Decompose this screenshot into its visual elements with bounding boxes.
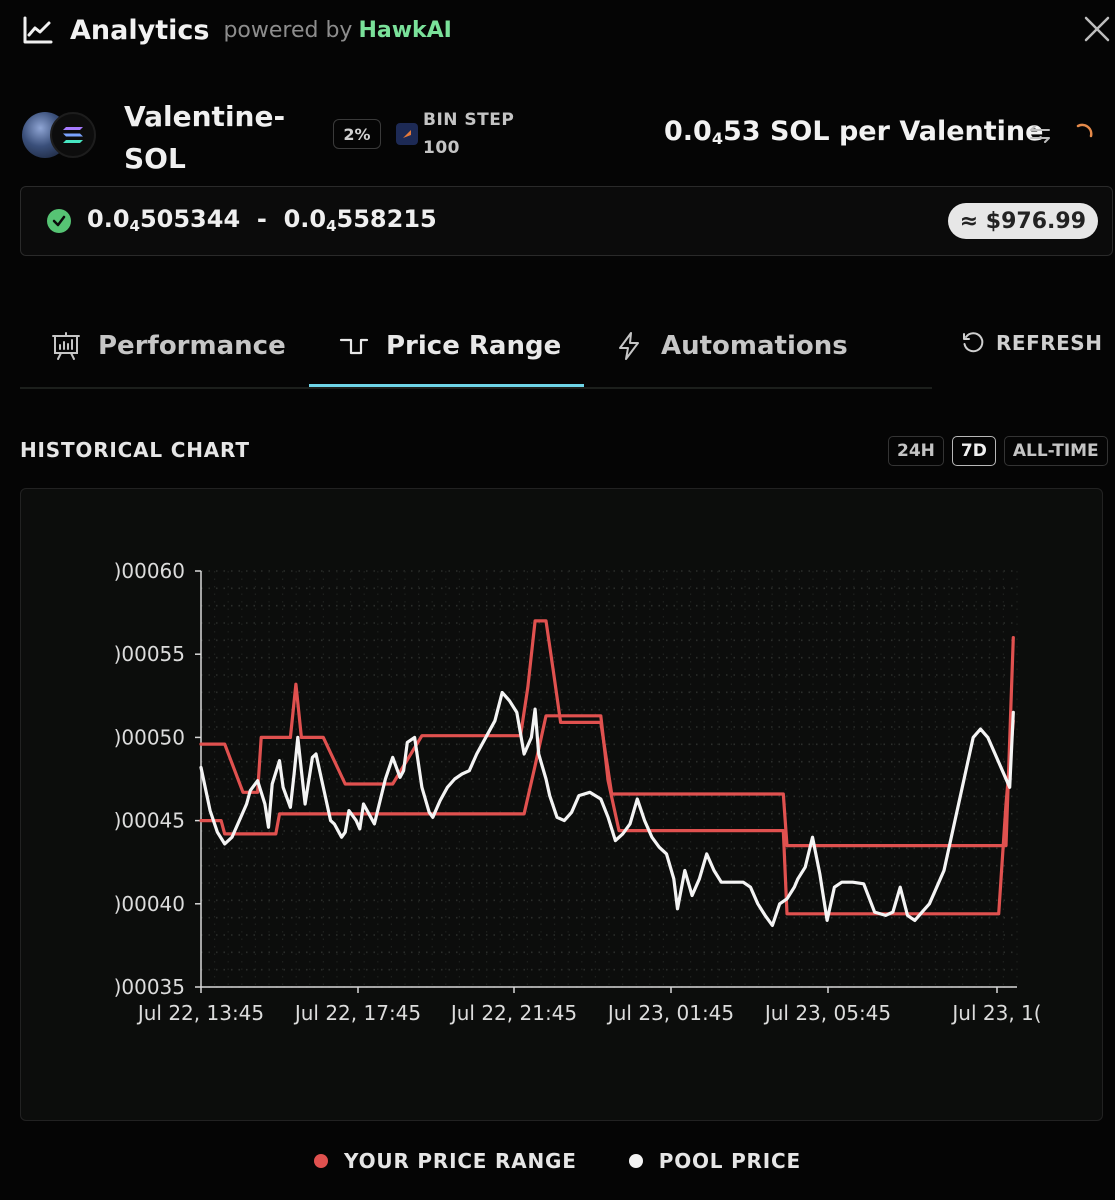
x-tick-label: Jul 22, 13:45 — [136, 1001, 264, 1025]
brand-name: HawkAI — [358, 17, 452, 43]
legend-pool-price[interactable]: POOL PRICE — [628, 1146, 801, 1176]
step-wave-icon — [339, 338, 369, 355]
current-price: 0.0453 SOL per Valentine — [664, 116, 1043, 148]
legend-range-dot — [314, 1154, 329, 1168]
price-main: 0.0 — [664, 116, 712, 147]
tab-performance-label: Performance — [98, 331, 286, 361]
range-values: 0.04505344 - 0.04558215 — [87, 205, 437, 235]
refresh-label: REFRESH — [996, 331, 1103, 355]
fee-badge: 2% — [333, 119, 381, 149]
y-tick-label: )00035 — [114, 975, 185, 999]
y-tick-label: )00060 — [114, 559, 185, 583]
chart-series — [199, 619, 1015, 927]
position-range: 0.04505344 - 0.04558215 ≈ $976.99 — [20, 186, 1113, 256]
range-high-rest: 558215 — [336, 205, 437, 233]
tab-automations-label: Automations — [661, 331, 848, 361]
y-tick-label: )00045 — [114, 809, 185, 833]
pool-price-line — [199, 690, 1015, 927]
tab-divider — [20, 387, 932, 389]
bin-step: BIN STEP 100 — [423, 106, 514, 162]
range-high-main: 0.0 — [283, 205, 327, 233]
swap-arrows-icon[interactable] — [1028, 122, 1052, 146]
in-range-check-icon — [47, 209, 71, 233]
x-tick-label: Jul 22, 21:45 — [449, 1001, 577, 1025]
range-low-main: 0.0 — [87, 205, 130, 233]
chart-legend: YOUR PRICE RANGE POOL PRICE — [0, 1146, 1115, 1176]
range-low-rest: 505344 — [139, 205, 241, 233]
historical-chart-title: HISTORICAL CHART — [20, 438, 250, 462]
price-zero-count: 4 — [711, 129, 723, 148]
presentation-chart-icon — [52, 332, 80, 360]
x-tick-label: Jul 23, 01:45 — [606, 1001, 734, 1025]
price-rest: 53 SOL per Valentine — [722, 116, 1044, 147]
loading-spinner-icon — [1076, 123, 1093, 138]
y-tick-label: )00050 — [114, 725, 185, 749]
period-selector: 24H 7D ALL-TIME — [888, 436, 1108, 466]
usd-value-badge: ≈ $976.99 — [947, 203, 1098, 239]
refresh-icon — [963, 332, 984, 353]
solana-icon — [63, 127, 83, 143]
range-high-zero-count: 4 — [326, 217, 337, 235]
bin-step-value: 100 — [423, 138, 460, 158]
x-tick-label: Jul 23, 1( — [950, 1001, 1041, 1025]
y-tick-label: )00040 — [114, 892, 185, 916]
y-axis-ticks: )00060 )00055 )00050 )00045 )00040 )00035 — [114, 559, 201, 999]
close-icon[interactable] — [1082, 14, 1112, 44]
period-7d[interactable]: 7D — [951, 436, 996, 466]
range-separator: - — [256, 205, 267, 233]
chart-panel: )00060 )00055 )00050 )00045 )00040 )00035 Jul… — [20, 488, 1103, 1121]
range-upper-line — [199, 619, 1015, 848]
pair-name: Valentine-SOL — [124, 100, 286, 175]
tab-bar: Performance Price Range Automations REFR… — [20, 300, 1113, 390]
tab-price-range-label: Price Range — [386, 331, 562, 361]
active-tab-indicator — [309, 384, 584, 388]
token-avatar-sol — [50, 112, 96, 158]
legend-your-price-range[interactable]: YOUR PRICE RANGE — [314, 1146, 577, 1176]
range-lower-line — [199, 714, 1015, 916]
page-title: Analytics — [70, 14, 210, 46]
period-24h[interactable]: 24H — [888, 436, 944, 466]
lightning-icon — [619, 332, 639, 360]
bin-step-icon — [396, 123, 418, 145]
y-tick-label: )00055 — [114, 642, 185, 666]
x-axis-ticks: Jul 22, 13:45 Jul 22, 17:45 Jul 22, 21:45 J… — [136, 987, 1042, 1025]
powered-by-label: powered by — [223, 17, 353, 43]
pair-info: Valentine-SOL 2% BIN STEP 100 0.0453 SOL… — [22, 90, 1112, 180]
x-tick-label: Jul 22, 17:45 — [293, 1001, 421, 1025]
legend-range-label: YOUR PRICE RANGE — [344, 1149, 577, 1173]
period-all-time[interactable]: ALL-TIME — [1003, 436, 1108, 466]
refresh-button[interactable]: REFRESH — [960, 330, 1102, 356]
legend-pool-dot — [628, 1154, 643, 1168]
chart-axes — [200, 571, 1017, 988]
bin-step-label: BIN STEP — [423, 110, 515, 130]
tab-price-range[interactable]: Price Range — [338, 326, 561, 366]
legend-pool-label: POOL PRICE — [658, 1149, 801, 1173]
x-tick-label: Jul 23, 05:45 — [763, 1001, 891, 1025]
tab-performance[interactable]: Performance — [50, 326, 286, 366]
tab-automations[interactable]: Automations — [613, 326, 848, 366]
header: Analytics powered by HawkAI — [22, 10, 452, 50]
price-chart: )00060 )00055 )00050 )00045 )00040 )00035 Jul… — [114, 559, 1042, 1025]
range-low-zero-count: 4 — [129, 217, 140, 235]
line-chart-icon — [23, 16, 53, 44]
